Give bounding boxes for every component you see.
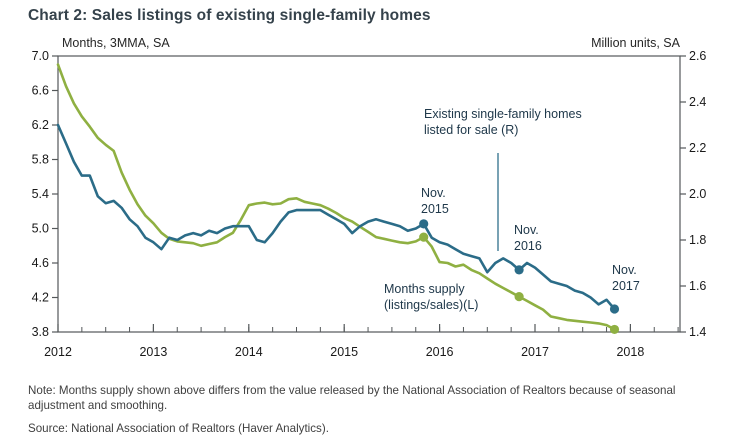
y-left-tick-label: 3.8 (32, 325, 49, 339)
right-axis-caption: Million units, SA (591, 36, 680, 50)
x-year-tick-label: 2016 (426, 345, 454, 359)
y-left-tick-label: 5.0 (32, 222, 49, 236)
y-left-tick-label: 4.6 (32, 256, 49, 270)
listed-marker-dot (419, 219, 429, 229)
supply-line (56, 63, 616, 331)
y-right-tick-label: 2.6 (689, 49, 706, 63)
chart-note: Note: Months supply shown above differs … (28, 384, 676, 412)
annotation-nov-2016: Nov. 2016 (514, 223, 542, 253)
x-year-tick-label: 2012 (44, 345, 72, 359)
x-year-tick-label: 2017 (521, 345, 549, 359)
listed-marker-dot (514, 265, 524, 275)
supply-marker-dot (514, 292, 524, 302)
supply-marker-dot (419, 232, 429, 242)
y-right-tick-label: 2.0 (689, 187, 706, 201)
x-year-tick-label: 2018 (616, 345, 644, 359)
annotation-nov-2017: Nov. 2017 (612, 263, 640, 293)
chart-title: Chart 2: Sales listings of existing sing… (28, 7, 431, 24)
supply-marker-dot (609, 324, 620, 335)
y-right-tick-label: 1.4 (689, 325, 706, 339)
y-left-tick-label: 6.6 (32, 84, 49, 98)
y-left-tick-label: 5.8 (32, 153, 49, 167)
y-left-tick-label: 5.4 (32, 187, 49, 201)
left-axis-caption: Months, 3MMA, SA (62, 36, 170, 50)
annotation-supply-series-label: Months supply (listings/sales)(L) (384, 282, 479, 312)
y-right-tick-label: 1.6 (689, 279, 706, 293)
chart-source: Source: National Association of Realtors… (28, 422, 329, 435)
listed-line (56, 123, 616, 311)
listed-marker-dot (609, 304, 620, 314)
y-left-tick-label: 4.2 (32, 291, 49, 305)
x-year-tick-label: 2014 (235, 345, 263, 359)
x-year-tick-label: 2015 (330, 345, 358, 359)
annotation-listed-series-label: Existing single-family homes listed for … (424, 107, 582, 137)
plot-border (57, 55, 681, 333)
y-right-tick-label: 1.8 (689, 233, 706, 247)
y-right-tick-label: 2.2 (689, 141, 706, 155)
y-left-tick-label: 6.2 (32, 118, 49, 132)
y-left-tick-label: 7.0 (32, 49, 49, 63)
x-year-tick-label: 2013 (139, 345, 167, 359)
y-right-tick-label: 2.4 (689, 95, 706, 109)
annotation-nov-2015: Nov. 2015 (421, 186, 449, 216)
